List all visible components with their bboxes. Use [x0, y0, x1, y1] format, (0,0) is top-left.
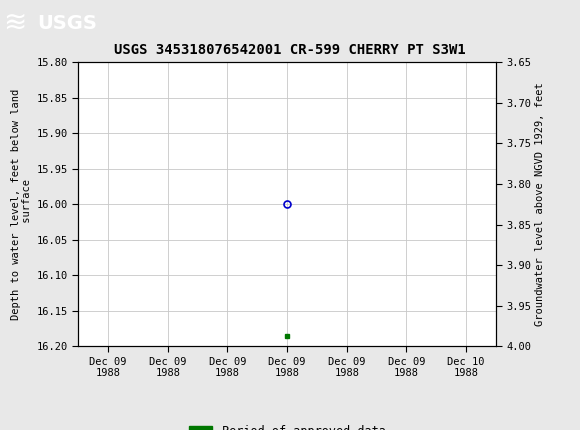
Legend: Period of approved data: Period of approved data — [184, 420, 390, 430]
Y-axis label: Depth to water level, feet below land
 surface: Depth to water level, feet below land su… — [11, 89, 32, 320]
Y-axis label: Groundwater level above NGVD 1929, feet: Groundwater level above NGVD 1929, feet — [535, 83, 545, 326]
Text: USGS: USGS — [38, 13, 97, 33]
Text: USGS 345318076542001 CR-599 CHERRY PT S3W1: USGS 345318076542001 CR-599 CHERRY PT S3… — [114, 43, 466, 57]
Text: ≋: ≋ — [3, 9, 26, 37]
